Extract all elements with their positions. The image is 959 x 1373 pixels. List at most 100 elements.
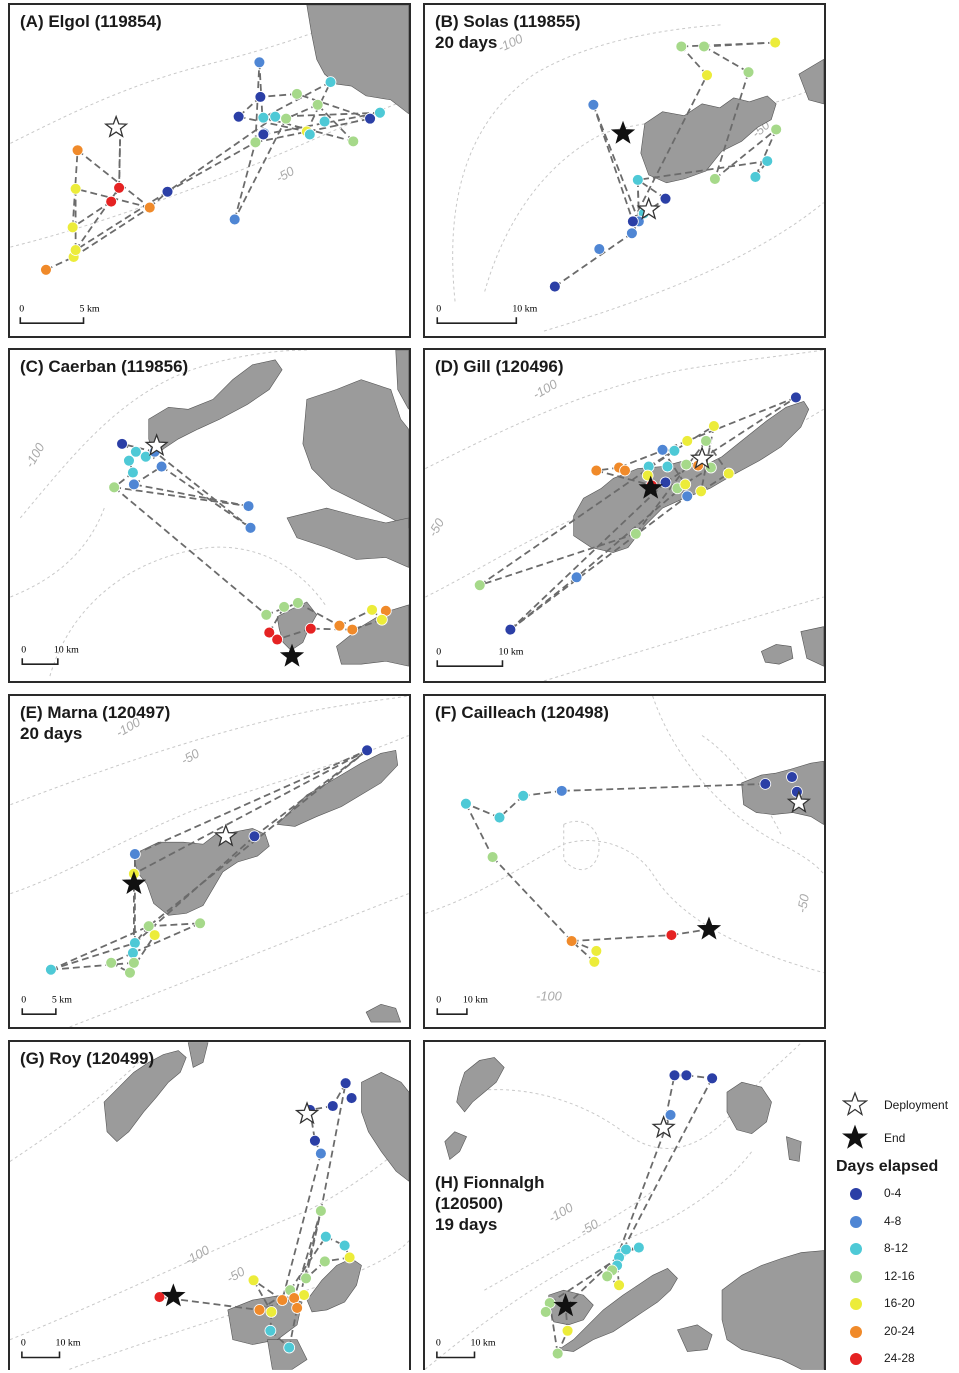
location-dot — [339, 1077, 352, 1090]
location-dot — [347, 135, 360, 148]
location-dot — [551, 1347, 564, 1360]
location-dot — [749, 171, 762, 183]
isobath-label: -100 — [546, 1199, 577, 1225]
isobath-line — [69, 1240, 409, 1370]
location-dot — [127, 466, 139, 479]
track-segment — [233, 118, 287, 220]
isobath-label: -100 — [22, 440, 48, 470]
location-dot — [786, 771, 798, 783]
track-segment — [113, 486, 267, 616]
land-mass — [361, 1072, 409, 1182]
location-dot — [232, 110, 245, 123]
location-dot — [620, 1243, 632, 1256]
map-panel-b: -100 -50 0 10 km (B) Solas (119855) 20 days — [423, 3, 826, 338]
map-panel-e: -100 -50 0 5 km (E) Marna (120497) 20 days — [8, 694, 411, 1029]
location-dot — [345, 1092, 358, 1104]
legend-class-label: 4-8 — [884, 1213, 902, 1228]
land-mass — [187, 1042, 209, 1068]
location-dot — [161, 185, 174, 198]
location-dot — [698, 40, 710, 53]
isobath-line — [69, 893, 409, 1027]
track-segment — [571, 934, 672, 942]
land-mass — [306, 1258, 362, 1313]
location-dot — [376, 613, 388, 626]
track-segment — [618, 1077, 713, 1258]
location-dot — [127, 947, 139, 959]
track-segment — [548, 1302, 559, 1354]
location-dot — [555, 785, 568, 797]
location-dot — [790, 391, 802, 404]
isobath-line — [701, 735, 782, 835]
map-canvas-b: -100-500 10 km — [436, 24, 824, 332]
location-dot — [257, 111, 270, 124]
location-dot — [338, 1239, 351, 1252]
location-dot — [460, 797, 472, 810]
location-dot — [69, 244, 82, 256]
hollow-star-icon — [842, 1091, 868, 1116]
location-dot — [194, 917, 206, 930]
track-segment — [133, 483, 249, 507]
track-segment — [632, 74, 708, 222]
map-canvas-d: -100 -50 0 10 km — [425, 350, 824, 681]
track-segment — [523, 789, 562, 797]
isobath-line — [425, 1151, 753, 1370]
track-segment — [72, 200, 112, 229]
track-segment — [252, 1279, 273, 1313]
location-dot — [283, 1341, 296, 1354]
scale-bar-label: 5 km — [80, 303, 100, 314]
location-dot — [318, 115, 331, 128]
location-dot — [264, 1324, 277, 1337]
scale-bar-label: 10 km — [499, 646, 524, 657]
map-canvas-a: -50 0 5 km — [10, 5, 409, 324]
location-dot — [761, 155, 774, 167]
track-segment — [509, 481, 667, 631]
track-segment — [133, 749, 368, 875]
location-dot — [69, 182, 82, 195]
location-dot — [656, 443, 669, 456]
scale-bar — [436, 317, 518, 324]
track-segment — [148, 922, 201, 928]
track-segment — [592, 104, 634, 222]
legend-dot — [850, 1215, 862, 1228]
map-panel-g: -100 -50 0 10 km (G) Roy (120499) — [8, 1040, 411, 1370]
land-mass — [677, 1324, 713, 1352]
land-mass — [336, 604, 409, 667]
panel-title: (E) Marna (120497) 20 days — [20, 703, 171, 743]
land-mass — [640, 95, 777, 184]
land-mass — [286, 507, 409, 568]
location-dot — [664, 1109, 677, 1121]
land-mass — [726, 1081, 772, 1135]
track-segment — [75, 190, 168, 251]
scale-bar-zero: 0 — [436, 646, 441, 657]
track-segment — [592, 104, 640, 222]
location-dot — [695, 485, 707, 498]
location-dot — [593, 243, 606, 255]
end-star-icon — [121, 871, 147, 895]
isobath-line — [543, 202, 824, 332]
track-segment — [680, 45, 708, 76]
scale-bar-label: 5 km — [52, 994, 72, 1005]
end-star-icon — [638, 475, 663, 499]
location-dot — [260, 608, 273, 621]
isobath-line — [652, 696, 824, 875]
isobath-line — [19, 350, 307, 519]
end-star-icon — [610, 120, 636, 144]
location-dot — [590, 945, 603, 957]
track-segment — [132, 922, 201, 954]
location-dot — [124, 966, 136, 979]
location-dot — [742, 66, 755, 79]
location-dot — [315, 1205, 327, 1217]
location-dot — [668, 1069, 681, 1082]
legend-deployment-label: Deployment — [884, 1098, 949, 1112]
panel-title: (B) Solas (119855) 20 days — [435, 12, 581, 52]
location-dot — [247, 1274, 260, 1287]
location-dot — [759, 778, 772, 790]
panel-title: (H) Fionnalgh (120500) 19 days — [435, 1173, 545, 1234]
location-dot — [473, 579, 486, 591]
track-segment — [154, 451, 252, 529]
location-dot — [326, 1100, 339, 1112]
location-dot — [129, 848, 141, 860]
location-dot — [139, 450, 152, 463]
scale-bar-zero: 0 — [19, 303, 24, 314]
track-segment — [671, 928, 710, 936]
